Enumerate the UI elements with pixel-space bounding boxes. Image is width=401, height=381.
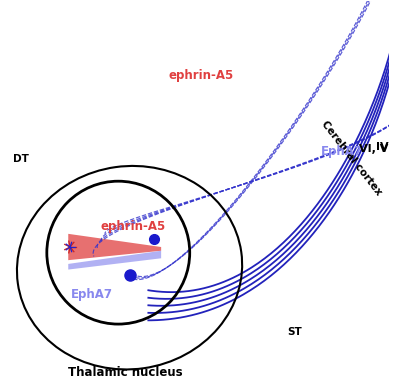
Text: EphA7: EphA7 xyxy=(71,288,113,301)
Text: ST: ST xyxy=(287,327,302,337)
Text: VI, V: VI, V xyxy=(358,144,388,154)
Text: EphA7: EphA7 xyxy=(320,145,363,158)
Polygon shape xyxy=(68,234,161,260)
Polygon shape xyxy=(68,251,161,270)
Text: IV: IV xyxy=(375,141,388,152)
Text: Cerebral cortex: Cerebral cortex xyxy=(318,120,383,198)
Text: ephrin-A5: ephrin-A5 xyxy=(100,220,166,233)
Polygon shape xyxy=(373,0,401,93)
Polygon shape xyxy=(398,0,401,88)
Text: Thalamic nucleus: Thalamic nucleus xyxy=(68,367,182,379)
Text: Cortical area: Cortical area xyxy=(0,380,1,381)
Text: ephrin-A5: ephrin-A5 xyxy=(168,69,233,82)
Text: DT: DT xyxy=(13,154,29,163)
